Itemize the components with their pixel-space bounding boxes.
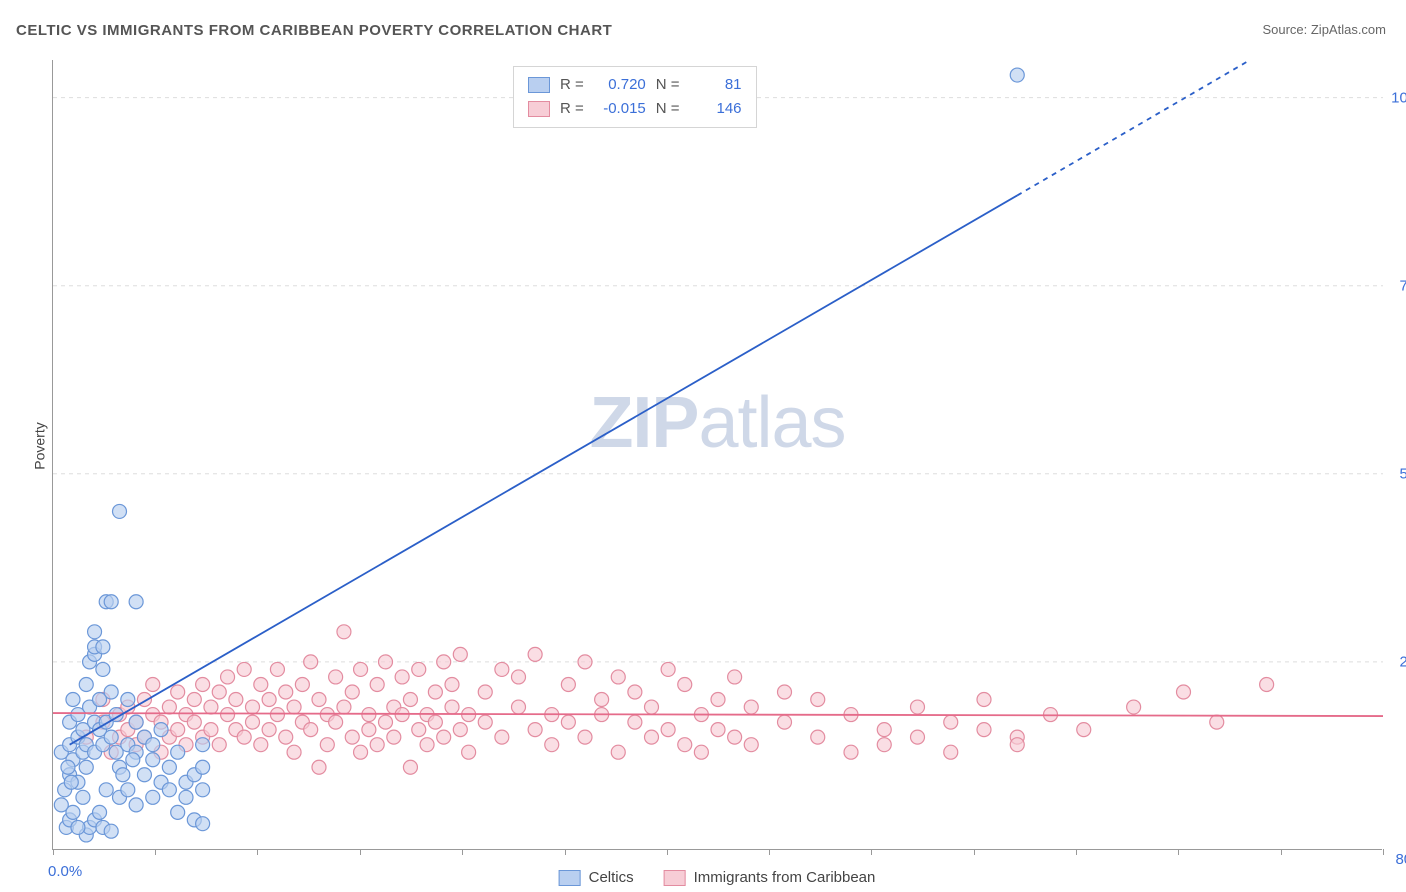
x-tick [1281,849,1282,855]
y-tick-label: 75.0% [1399,277,1406,294]
x-tick [257,849,258,855]
y-tick-label: 25.0% [1399,653,1406,670]
x-tick [155,849,156,855]
x-tick [565,849,566,855]
regression-lines [53,60,1382,849]
stat-r-label: R = [560,73,584,97]
x-tick [769,849,770,855]
stat-r-label2: R = [560,97,584,121]
legend-item-celtics: Celtics [559,869,634,886]
stat-n-label2: N = [656,97,680,121]
x-tick [1178,849,1179,855]
stat-n-caribbean: 146 [690,97,742,121]
legend-label-caribbean: Immigrants from Caribbean [694,869,876,886]
x-tick [667,849,668,855]
legend-item-caribbean: Immigrants from Caribbean [664,869,876,886]
x-tick [462,849,463,855]
x-tick-max: 80.0% [1395,851,1406,868]
x-tick [53,849,54,855]
x-tick [360,849,361,855]
legend-label-celtics: Celtics [589,869,634,886]
plot-area: ZIPatlas R = 0.720 N = 81 R = -0.015 N =… [52,60,1382,850]
legend-swatch-celtics [559,870,581,886]
stats-row-caribbean: R = -0.015 N = 146 [528,97,742,121]
legend-swatch-caribbean [664,870,686,886]
x-tick [1076,849,1077,855]
plot-frame: ZIPatlas R = 0.720 N = 81 R = -0.015 N =… [52,60,1382,850]
y-tick-label: 100.0% [1391,89,1406,106]
chart-title: CELTIC VS IMMIGRANTS FROM CARIBBEAN POVE… [16,22,612,39]
source-label: Source: [1262,22,1310,37]
y-axis-label: Poverty [32,422,48,469]
x-tick [1383,849,1384,855]
stat-n-celtics: 81 [690,73,742,97]
y-tick-label: 50.0% [1399,465,1406,482]
swatch-caribbean [528,101,550,117]
stat-r-caribbean: -0.015 [594,97,646,121]
source-value: ZipAtlas.com [1311,22,1386,37]
stats-row-celtics: R = 0.720 N = 81 [528,73,742,97]
stat-r-celtics: 0.720 [594,73,646,97]
x-tick [871,849,872,855]
stats-box: R = 0.720 N = 81 R = -0.015 N = 146 [513,66,757,128]
swatch-celtics [528,77,550,93]
x-tick [974,849,975,855]
source-attribution: Source: ZipAtlas.com [1262,22,1386,37]
stat-n-label: N = [656,73,680,97]
x-tick-min: 0.0% [48,863,82,880]
legend: Celtics Immigrants from Caribbean [559,869,876,886]
